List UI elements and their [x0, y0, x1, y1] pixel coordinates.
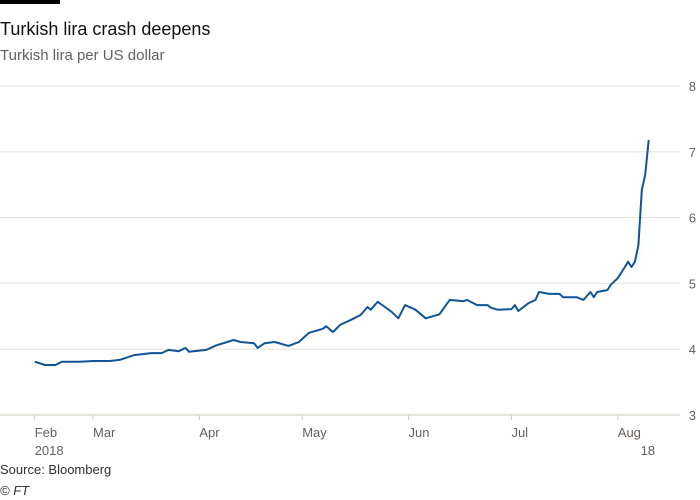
x-tick-label: Jun: [409, 425, 430, 440]
series-line-try-usd: [34, 139, 650, 366]
copyright: © FT: [0, 483, 30, 498]
y-tick-label: 4: [689, 342, 696, 357]
y-tick-label: 3: [689, 408, 696, 423]
y-tick-label: 7: [689, 145, 696, 160]
chart-subtitle: Turkish lira per US dollar: [0, 47, 165, 64]
y-tick-label: 8: [689, 79, 696, 94]
x-tick-year: 2018: [35, 443, 64, 458]
x-tick-label: Feb: [35, 425, 57, 440]
y-tick-label: 5: [689, 276, 696, 291]
ft-brand-bar: [0, 0, 60, 4]
x-tick-label: Aug: [618, 425, 641, 440]
source-note: Source: Bloomberg: [0, 462, 112, 477]
x-tick-label: Jul: [511, 425, 528, 440]
chart-title: Turkish lira crash deepens: [0, 19, 211, 39]
y-tick-label: 6: [689, 211, 696, 226]
x-tick-label: May: [302, 425, 327, 440]
x-end-label: 18: [641, 443, 655, 458]
x-tick-label: Mar: [93, 425, 116, 440]
x-tick-label: Apr: [199, 425, 220, 440]
